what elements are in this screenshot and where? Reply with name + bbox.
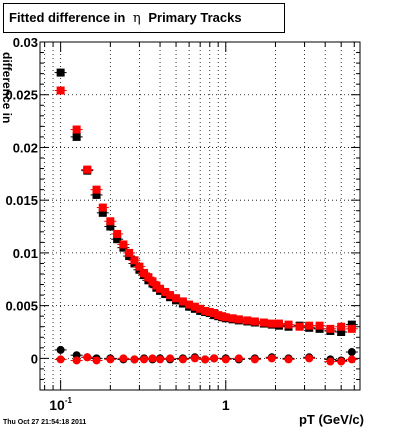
timestamp: Thu Oct 27 21:54:18 2011 [3,419,87,426]
y-tick-label: 0.01 [13,246,38,261]
data-point-square [113,235,122,244]
data-point-circle [267,354,276,363]
y-tick-label: 0.02 [13,140,38,155]
y-tick-label: 0.03 [13,35,38,50]
data-point-square [172,294,181,303]
data-point-square [347,320,356,329]
data-point-square [205,307,214,316]
data-point-circle [326,357,335,366]
x-tick-label: 10-1 [49,396,72,413]
x-axis-label: pT (GeV/c) [298,412,364,427]
data-point-square [156,284,165,293]
data-point-square [140,268,149,277]
data-point-square [161,287,170,296]
data-point-square [274,319,283,328]
data-point-circle [201,355,210,364]
data-point-square [196,304,205,313]
data-point-square [259,318,268,327]
data-point-square [221,313,230,322]
data-point-circle [166,354,175,363]
data-point-circle [190,354,199,363]
y-tick-label: 0 [31,351,38,366]
chart-title: Fitted difference in η Primary Tracks [3,3,285,33]
axes: 0 0.005 0.01 0.015 0.02 0.025 0.03 10-1 1 [5,35,361,413]
data-point-circle [337,357,346,366]
data-point-square [243,316,252,325]
data-point-square [190,302,199,311]
data-marks [54,68,358,366]
data-point-square [92,190,101,199]
data-point-square [106,222,115,231]
data-point-circle [106,355,115,364]
data-point-square [56,86,65,95]
data-point-square [72,132,81,141]
data-point-square [98,208,107,217]
data-point-square [295,322,304,331]
data-point-square [201,306,210,315]
title-prefix: Fitted difference in [9,10,126,25]
data-point-square [185,300,194,309]
data-point-circle [250,355,259,364]
title-suffix: Primary Tracks [148,10,242,25]
data-point-circle [347,348,356,357]
data-point-square [56,68,65,77]
data-point-circle [148,354,157,363]
data-point-square [166,291,175,300]
data-point-square [113,229,122,238]
y-tick-label: 0.015 [5,193,38,208]
data-point-square [305,321,314,330]
data-point-square [98,203,107,212]
data-point-square [347,324,356,333]
data-point-square [337,322,346,331]
data-point-square [178,297,187,306]
data-point-square [92,185,101,194]
data-point-circle [234,354,243,363]
y-tick-label: 0.005 [5,299,38,314]
grid-lines [40,41,360,390]
data-point-square [119,240,128,249]
data-point-circle [130,355,139,364]
title-eta-symbol: η [132,11,141,26]
data-point-circle [72,356,81,365]
data-point-circle [83,353,92,362]
data-point-circle [92,356,101,365]
data-point-circle [210,354,219,363]
data-point-square [148,277,157,286]
data-point-square [210,309,219,318]
y-axis-label: difference in [0,52,22,152]
data-point-circle [347,355,356,364]
data-point-circle [140,355,149,364]
data-point-square [284,320,293,329]
data-point-square [337,328,346,336]
data-point-circle [178,355,187,364]
y-tick-label: 0.025 [5,88,38,103]
data-point-square [267,319,276,328]
data-point-square [72,125,81,134]
data-point-square [315,321,324,330]
data-point-square [106,217,115,226]
data-point-circle [156,355,165,364]
x-tick-exponent: -1 [65,396,73,405]
data-point-circle [305,354,314,363]
data-point-circle [119,354,128,363]
data-point-square [326,324,335,333]
y-axis-label-text: difference in [0,52,14,124]
data-point-circle [56,345,65,354]
data-point-square [130,256,139,265]
data-point-square [83,165,92,174]
data-point-square [228,314,237,323]
data-point-circle [284,355,293,364]
data-point-square [234,315,243,324]
data-point-circle [221,355,230,364]
data-point-square [125,248,134,257]
data-point-square [135,262,144,271]
data-point-circle [56,355,65,364]
x-tick-label: 1 [222,397,230,413]
data-point-square [250,317,259,326]
data-point-square [144,273,153,282]
